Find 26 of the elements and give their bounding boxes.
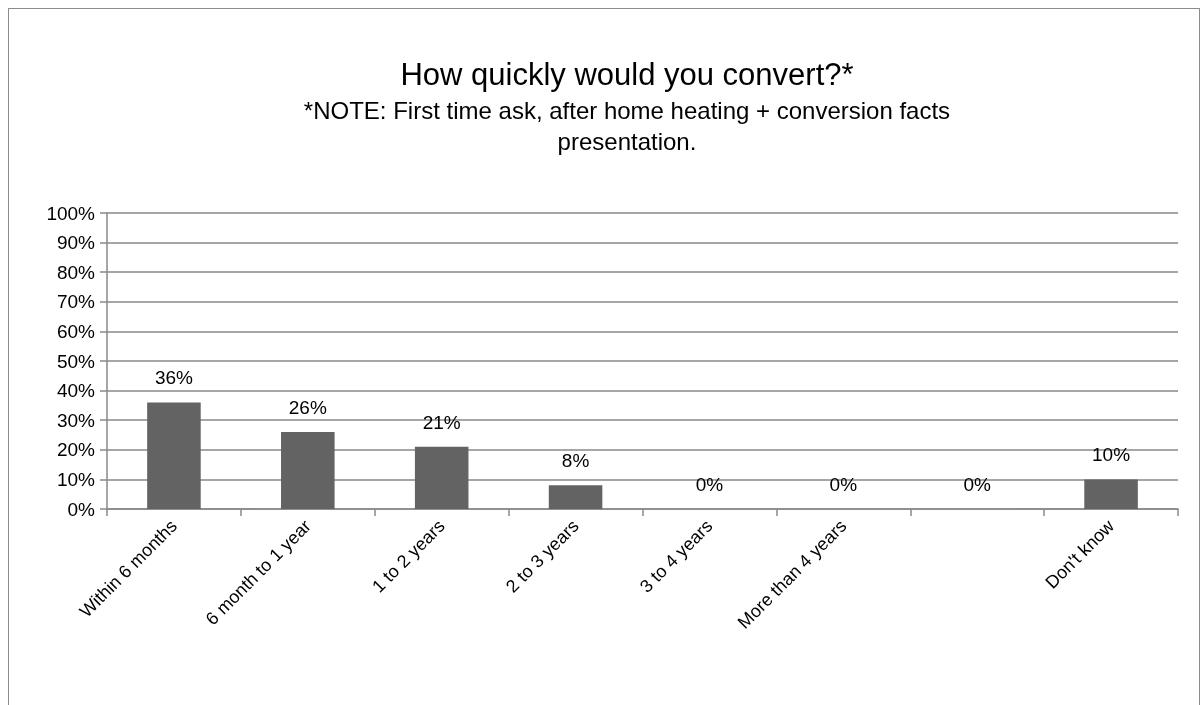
data-label: 0%	[963, 474, 992, 495]
data-label: 36%	[154, 367, 194, 389]
y-tick-label: 60%	[56, 320, 96, 342]
y-tick-label: 40%	[56, 380, 96, 402]
bar	[548, 485, 603, 509]
data-label: 8%	[561, 450, 590, 472]
y-tick-label: 20%	[56, 439, 96, 461]
y-tick-label: 0%	[67, 498, 96, 520]
data-label: 26%	[288, 397, 327, 419]
y-tick-label: 80%	[56, 261, 96, 283]
y-tick-label: 70%	[56, 291, 96, 313]
bar	[414, 446, 469, 509]
y-tick-label: 10%	[56, 468, 96, 490]
bar	[1084, 479, 1138, 509]
data-label: 0%	[829, 474, 858, 495]
data-label: 0%	[695, 474, 724, 495]
y-tick-label: 30%	[56, 409, 96, 431]
y-tick-label: 100%	[46, 202, 96, 224]
chart-title: How quickly would you convert?*	[400, 57, 854, 93]
data-label: 21%	[422, 411, 461, 433]
data-label: 10%	[1092, 444, 1131, 466]
bar	[281, 432, 335, 509]
y-tick-label: 90%	[56, 232, 96, 254]
bar	[147, 402, 201, 509]
y-tick-label: 50%	[56, 350, 96, 372]
chart-subtitle: *NOTE: First time ask, after home heating + conversion facts presentation.	[302, 96, 952, 157]
